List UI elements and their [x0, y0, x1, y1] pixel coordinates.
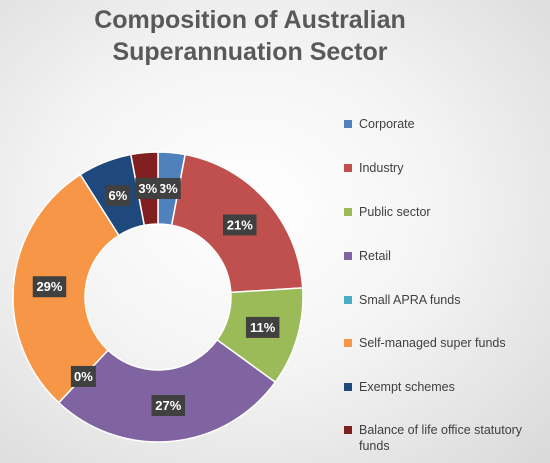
legend-label: Retail	[359, 249, 391, 263]
legend-label: Self-managed super funds	[359, 336, 506, 350]
legend-label: Corporate	[359, 117, 415, 131]
data-label-retail: 27%	[151, 395, 186, 417]
legend-label: Balance of life office statutory funds	[359, 423, 523, 453]
legend-swatch	[344, 296, 352, 304]
data-label-text: 29%	[36, 279, 62, 294]
donut-slice-retail	[57, 338, 277, 443]
data-label-box	[105, 185, 131, 207]
legend-label: Public sector	[359, 205, 431, 219]
data-label-text: 27%	[155, 398, 181, 413]
legend-label: Industry	[359, 161, 404, 175]
data-label-box	[70, 365, 96, 387]
data-label-box	[245, 316, 280, 338]
data-label-self-managed-super-funds: 29%	[32, 276, 67, 298]
data-label-exempt-schemes: 6%	[105, 185, 131, 207]
data-label-corporate: 3%	[155, 177, 181, 199]
data-label-text: 21%	[227, 217, 253, 232]
data-label-balance-of-life-office-statutory-funds: 3%	[135, 177, 161, 199]
legend-swatch	[344, 339, 352, 347]
data-label-box	[135, 177, 161, 199]
legend-swatch	[344, 120, 352, 128]
legend-label: Exempt schemes	[359, 380, 455, 394]
data-label-text: 6%	[108, 188, 127, 203]
data-label-box	[223, 214, 257, 236]
chart-title-line-2: Superannuation Sector	[112, 38, 388, 66]
legend-swatch	[344, 383, 352, 391]
chart-title: Composition of Australian Superannuation…	[0, 4, 500, 68]
legend-swatch	[344, 252, 352, 260]
chart-title-line-1: Composition of Australian	[94, 6, 406, 34]
legend-swatch	[344, 426, 352, 434]
data-label-text: 3%	[138, 181, 157, 196]
data-label-text: 11%	[250, 320, 276, 335]
data-label-box	[155, 177, 181, 199]
data-label-text: 0%	[74, 369, 93, 384]
data-label-text: 3%	[159, 181, 178, 196]
data-label-public-sector: 11%	[245, 316, 280, 338]
legend-swatch	[344, 208, 352, 216]
legend-label: Small APRA funds	[359, 293, 461, 307]
data-label-small-apra-funds: 0%	[70, 365, 96, 387]
legend-swatch	[344, 164, 352, 172]
data-label-box	[32, 276, 67, 298]
data-label-industry: 21%	[223, 214, 257, 236]
data-label-box	[151, 395, 186, 417]
